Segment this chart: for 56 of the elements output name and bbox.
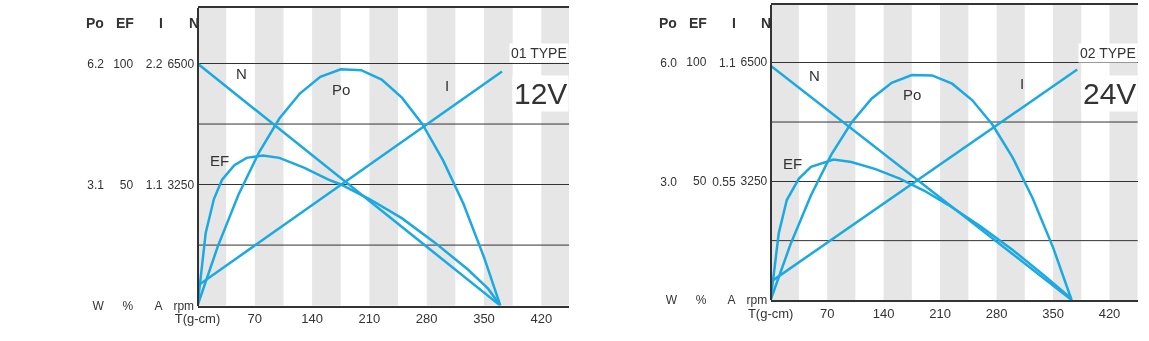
x-tick-label: 210	[929, 305, 951, 321]
y-tick-label: 3.1	[87, 177, 105, 192]
y-tick-label: W	[92, 298, 105, 313]
y-axis-title: Po	[86, 15, 104, 31]
x-tick-label: 140	[872, 305, 895, 321]
y-axis-title: N	[761, 15, 772, 31]
series-label: Po	[903, 86, 922, 103]
series-label: I	[445, 77, 450, 94]
y-tick-label: 3250	[167, 177, 195, 192]
y-tick-label: 6500	[167, 56, 195, 71]
x-tick-label: 140	[301, 311, 323, 327]
x-tick-label: 70	[819, 305, 835, 321]
y-tick-label: 3.0	[660, 174, 678, 189]
y2-tick-label: 100	[686, 55, 707, 70]
series-label: EF	[210, 152, 230, 169]
y-axis-title: Po	[659, 15, 677, 31]
y2-tick-label: %	[695, 293, 707, 308]
x-tick-label: T(g-cm)	[174, 311, 221, 327]
series-label: EF	[783, 155, 803, 172]
y2-axis-title: EF	[116, 15, 135, 31]
y-tick-label: rpm	[173, 298, 195, 313]
series-label: N	[809, 67, 820, 84]
y3-axis-title: I	[159, 15, 163, 31]
y2-axis-title: EF	[689, 15, 708, 31]
x-tick-label: 350	[1042, 305, 1064, 321]
x-tick-label: 280	[985, 305, 1008, 321]
annotation: 01 TYPE	[511, 45, 567, 61]
y3-tick-label: 2.2	[145, 56, 163, 71]
y2-tick-label: 50	[692, 174, 707, 189]
y2-tick-label: 100	[113, 56, 134, 71]
x-tick-label: 420	[1098, 305, 1121, 321]
y-tick-label: 6500	[740, 55, 768, 70]
series-label: Po	[332, 81, 351, 98]
series-label: I	[1020, 75, 1025, 92]
x-tick-label: 70	[247, 311, 263, 327]
x-tick-label: 350	[473, 311, 495, 327]
y3-tick-label: 1.1	[145, 177, 163, 192]
series-label: N	[236, 65, 247, 82]
y-tick-label: W	[665, 293, 678, 308]
x-tick-label: 280	[415, 311, 438, 327]
y3-tick-label: A	[727, 293, 736, 308]
annotation: 02 TYPE	[1080, 45, 1136, 61]
y-tick-label: rpm	[746, 293, 768, 308]
y-tick-label: 3250	[740, 174, 768, 189]
y-tick-label: 6.0	[660, 55, 678, 70]
y2-tick-label: %	[122, 298, 134, 313]
y2-tick-label: 50	[119, 177, 134, 192]
y3-axis-title: I	[732, 15, 736, 31]
y-tick-label: 6.2	[87, 56, 105, 71]
annotation: 24V	[1083, 77, 1137, 110]
x-tick-label: 210	[358, 311, 381, 327]
annotation: 12V	[514, 77, 568, 110]
x-tick-label: 420	[530, 311, 553, 327]
y3-tick-label: A	[154, 298, 163, 313]
y3-tick-label: 0.55	[712, 174, 736, 189]
y3-tick-label: 1.1	[718, 56, 736, 71]
